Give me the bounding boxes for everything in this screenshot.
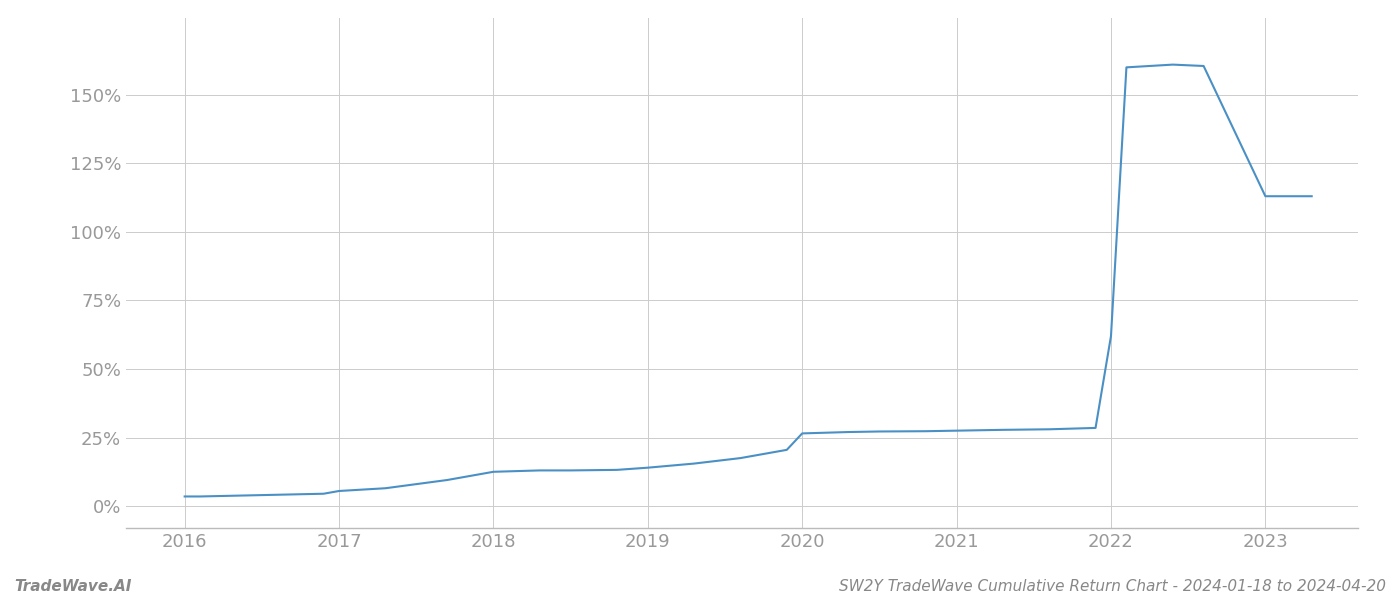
Text: TradeWave.AI: TradeWave.AI [14,579,132,594]
Text: SW2Y TradeWave Cumulative Return Chart - 2024-01-18 to 2024-04-20: SW2Y TradeWave Cumulative Return Chart -… [839,579,1386,594]
